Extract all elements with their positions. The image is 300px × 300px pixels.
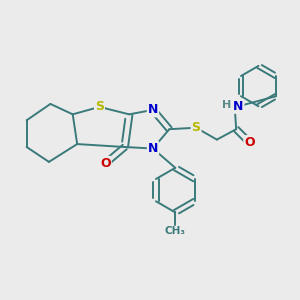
Text: H: H <box>222 100 231 110</box>
Text: O: O <box>244 136 255 149</box>
Text: O: O <box>100 157 111 170</box>
Text: N: N <box>148 103 158 116</box>
Text: CH₃: CH₃ <box>165 226 186 236</box>
Text: N: N <box>148 142 158 155</box>
Text: S: S <box>192 121 201 134</box>
Text: S: S <box>95 100 104 113</box>
Text: N: N <box>233 100 244 113</box>
